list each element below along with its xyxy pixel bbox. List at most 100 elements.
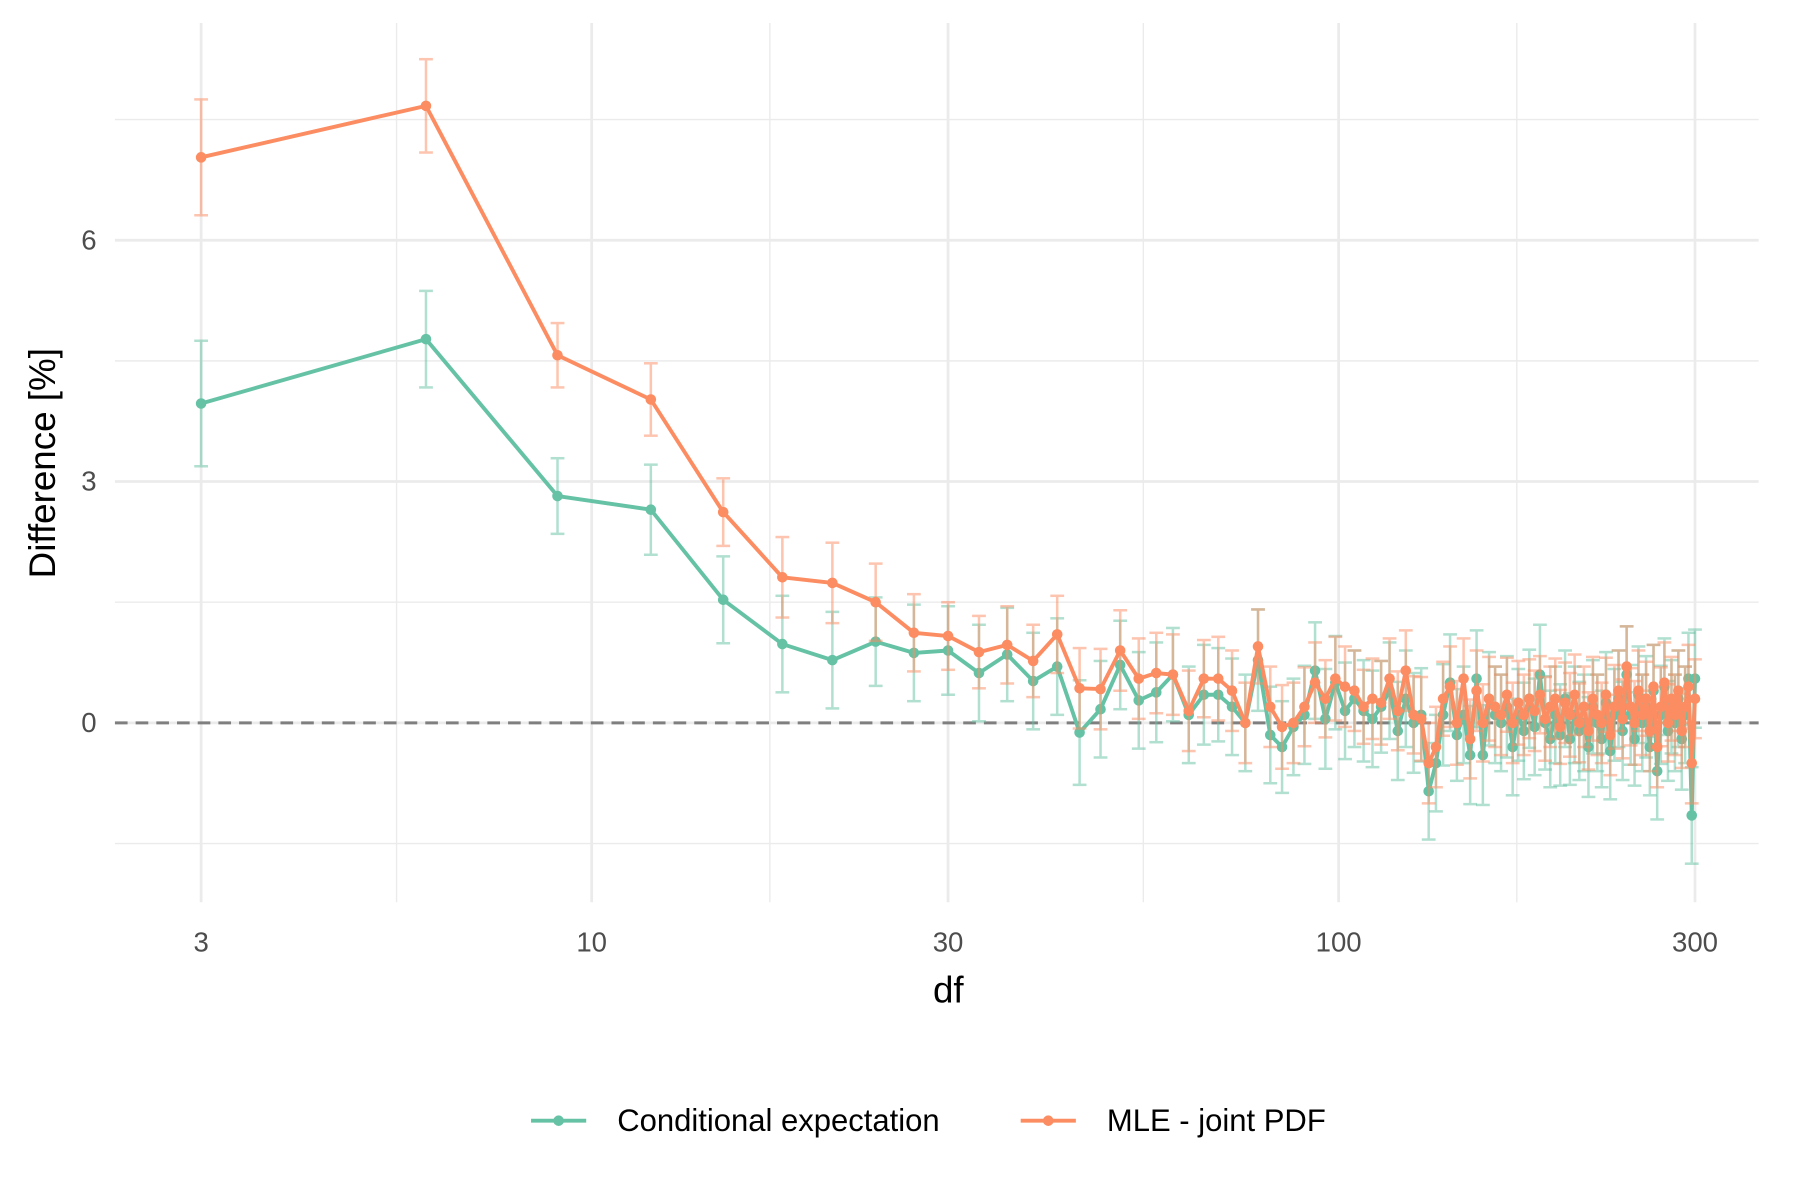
data-point [1592, 709, 1603, 721]
data-point [1198, 673, 1210, 684]
data-point [420, 333, 432, 345]
data-point [1451, 717, 1463, 729]
data-point [1679, 701, 1691, 713]
data-point [777, 638, 788, 650]
data-point [1596, 717, 1607, 729]
data-point [1569, 689, 1580, 701]
data-point [645, 504, 657, 515]
data-point [1458, 673, 1469, 684]
data-point [1636, 709, 1648, 721]
data-point [1330, 673, 1341, 684]
x-tick-label: 30 [933, 927, 964, 958]
data-point [1554, 721, 1566, 733]
data-point [1613, 685, 1624, 697]
data-point [1549, 693, 1561, 705]
data-point [1464, 733, 1476, 745]
data-point [1264, 701, 1276, 713]
data-point [1495, 709, 1507, 721]
data-point [1226, 685, 1238, 697]
data-point [1027, 655, 1039, 667]
data-point [1212, 673, 1224, 684]
data-point [1309, 677, 1321, 688]
data-point [1564, 709, 1576, 721]
data-point [1095, 683, 1106, 695]
data-point [1074, 727, 1085, 738]
data-point [1655, 701, 1667, 713]
data-point [1114, 645, 1126, 656]
data-point [1625, 701, 1636, 713]
data-point [552, 490, 563, 502]
x-tick-label: 300 [1672, 927, 1718, 958]
y-tick-label: 0 [81, 707, 96, 738]
data-point [1437, 693, 1449, 705]
data-point [1673, 685, 1684, 697]
data-point [1574, 717, 1585, 729]
x-tick-label: 10 [576, 927, 607, 958]
data-point [1633, 685, 1644, 697]
data-point [1299, 701, 1310, 713]
data-point [1609, 701, 1620, 713]
data-point [717, 506, 729, 518]
x-axis-title: df [933, 969, 964, 1010]
data-point [1600, 689, 1612, 701]
data-point [777, 571, 788, 583]
data-point [908, 627, 920, 639]
data-point [1640, 693, 1652, 705]
data-point [1617, 713, 1628, 725]
y-axis-title: Difference [%] [22, 348, 63, 578]
data-point [1559, 697, 1571, 709]
y-tick-label: 6 [81, 224, 96, 255]
data-point [1001, 639, 1013, 651]
data-point [1430, 741, 1442, 753]
data-point [870, 596, 881, 608]
data-point [1689, 693, 1701, 705]
data-point [1651, 741, 1663, 753]
legend-item: Conditional expectation [531, 1103, 940, 1138]
legend-label: Conditional expectation [617, 1103, 939, 1138]
data-point [1544, 701, 1556, 713]
data-point [645, 394, 657, 405]
data-point [1444, 681, 1456, 692]
data-point [1167, 669, 1179, 680]
data-point [1477, 717, 1489, 729]
data-point [1415, 713, 1427, 725]
legend-label: MLE - joint PDF [1107, 1103, 1326, 1138]
data-point [1252, 641, 1264, 652]
data-point [1501, 689, 1513, 701]
data-point [1349, 685, 1360, 697]
series [194, 57, 1702, 805]
data-point [973, 646, 985, 658]
data-point [717, 594, 729, 606]
data-point [1539, 713, 1551, 725]
data-point [195, 398, 207, 409]
data-point [1483, 693, 1495, 705]
data-point [1367, 693, 1378, 705]
data-point [552, 349, 563, 361]
data-point [1666, 693, 1677, 705]
data-point [1629, 717, 1640, 729]
data-point [1676, 725, 1688, 737]
legend-item: MLE - joint PDF [1020, 1103, 1326, 1138]
x-tick-label: 3 [193, 927, 208, 958]
x-tick-label: 100 [1316, 927, 1362, 958]
data-point [1240, 717, 1251, 729]
series-line [200, 103, 1697, 766]
data-point [1644, 725, 1656, 737]
data-point [1392, 705, 1404, 717]
data-point [1358, 701, 1369, 713]
data-point [1604, 729, 1616, 741]
data-point [1587, 693, 1599, 705]
data-point [1276, 721, 1288, 733]
data-point [1583, 725, 1594, 737]
data-point [1339, 681, 1351, 692]
data-point [1686, 810, 1698, 821]
data-point [195, 152, 207, 163]
data-point [1471, 685, 1482, 697]
data-point [1686, 757, 1698, 769]
data-point [1683, 681, 1694, 692]
data-point [1051, 629, 1063, 640]
data-point [1375, 697, 1387, 709]
data-point [1659, 677, 1670, 688]
